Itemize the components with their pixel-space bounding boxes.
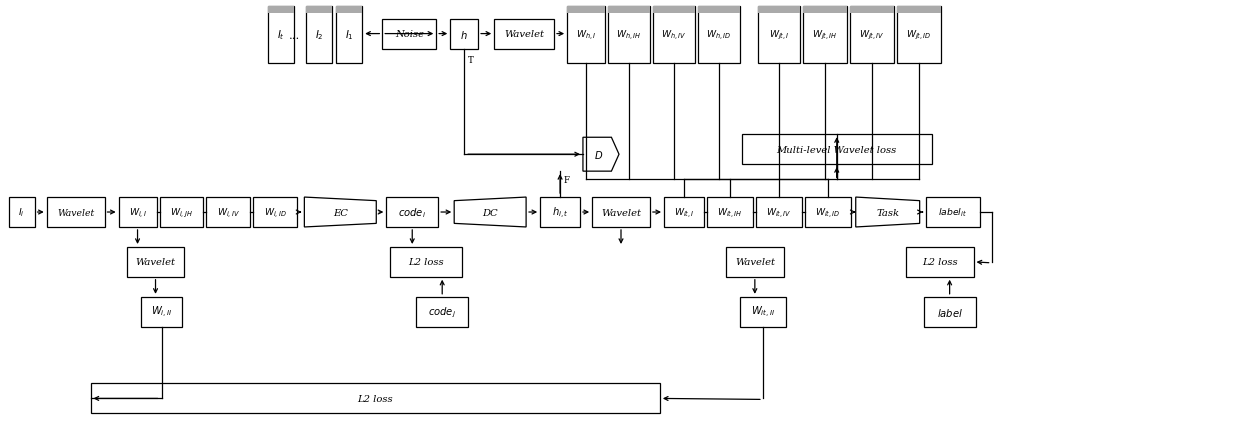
Bar	[905, 247, 973, 277]
Text: L2 loss: L2 loss	[921, 258, 957, 267]
Polygon shape	[304, 197, 376, 227]
Text: $label_{it}$: $label_{it}$	[939, 206, 967, 219]
Text: $W_{i,ID}$: $W_{i,ID}$	[264, 206, 286, 220]
Bar	[495, 20, 554, 49]
Bar	[707, 197, 753, 227]
Text: $W_{h,ID}$: $W_{h,ID}$	[707, 29, 732, 43]
Text: Wavelet: Wavelet	[601, 208, 641, 217]
Bar	[207, 197, 250, 227]
Text: F: F	[563, 176, 569, 185]
Bar	[591, 197, 650, 227]
Text: EC: EC	[332, 208, 347, 217]
Bar	[391, 247, 463, 277]
Text: $W_{it,IH}$: $W_{it,IH}$	[717, 206, 743, 220]
Bar	[849, 7, 894, 64]
Text: $W_{h,IV}$: $W_{h,IV}$	[661, 29, 687, 43]
Text: $W_{h,IH}$: $W_{h,IH}$	[616, 29, 641, 43]
Polygon shape	[583, 138, 619, 172]
Bar	[567, 7, 605, 64]
Text: ...: ...	[289, 30, 300, 40]
Text: Wavelet: Wavelet	[505, 30, 544, 39]
Text: Wavelet: Wavelet	[57, 208, 94, 217]
Text: $D$: $D$	[594, 149, 603, 161]
Text: $h_{i,t}$: $h_{i,t}$	[552, 205, 568, 220]
Text: $W_{it,IV}$: $W_{it,IV}$	[766, 206, 791, 220]
Bar	[91, 384, 660, 414]
Bar	[387, 197, 438, 227]
Text: DC: DC	[482, 208, 498, 217]
Bar	[126, 247, 185, 277]
Text: L2 loss: L2 loss	[408, 258, 444, 267]
Text: $W_{i,II}$: $W_{i,II}$	[151, 304, 172, 319]
Text: $h$: $h$	[460, 29, 467, 40]
Text: T: T	[469, 56, 474, 64]
Bar	[541, 197, 580, 227]
Bar	[336, 7, 362, 13]
Text: $I_t$: $I_t$	[278, 29, 285, 43]
Polygon shape	[856, 197, 920, 227]
Text: $label$: $label$	[936, 306, 962, 318]
Bar	[897, 7, 941, 64]
Bar	[47, 197, 104, 227]
Bar	[268, 7, 294, 64]
Bar	[253, 197, 298, 227]
Bar	[740, 297, 786, 327]
Text: $W_{it,II}$: $W_{it,II}$	[750, 304, 775, 319]
Bar	[608, 7, 650, 13]
Bar	[725, 247, 784, 277]
Text: Multi-level Wavelet loss: Multi-level Wavelet loss	[776, 145, 897, 155]
Bar	[698, 7, 740, 13]
Text: $I_2$: $I_2$	[315, 29, 324, 43]
Text: $I_i$: $I_i$	[19, 206, 25, 219]
Bar	[382, 20, 436, 49]
Bar	[924, 297, 976, 327]
Bar	[140, 297, 182, 327]
Bar	[805, 197, 851, 227]
Bar	[802, 7, 847, 64]
Bar	[802, 7, 847, 13]
Bar	[653, 7, 694, 64]
Text: Task: Task	[877, 208, 899, 217]
Text: $W_{it,I}$: $W_{it,I}$	[673, 206, 694, 220]
Bar	[160, 197, 203, 227]
Bar	[336, 7, 362, 64]
Text: $W_{jt,I}$: $W_{jt,I}$	[769, 29, 789, 42]
Bar	[9, 197, 35, 227]
Bar	[897, 7, 941, 13]
Text: $I_1$: $I_1$	[345, 29, 353, 43]
Bar	[417, 297, 469, 327]
Text: Wavelet: Wavelet	[135, 258, 176, 267]
Bar	[608, 7, 650, 64]
Text: Noise: Noise	[394, 30, 424, 39]
Text: $W_{h,I}$: $W_{h,I}$	[575, 29, 596, 43]
Bar	[925, 197, 980, 227]
Bar	[698, 7, 740, 64]
Text: $W_{i,JH}$: $W_{i,JH}$	[170, 206, 193, 219]
Bar	[306, 7, 332, 64]
Bar	[758, 7, 800, 64]
Text: Wavelet: Wavelet	[735, 258, 775, 267]
Text: $W_{it,ID}$: $W_{it,ID}$	[815, 206, 841, 220]
Bar	[653, 7, 694, 13]
Bar	[119, 197, 156, 227]
Text: $W_{jt,IH}$: $W_{jt,IH}$	[812, 29, 837, 42]
Text: L2 loss: L2 loss	[357, 394, 393, 403]
Text: $W_{i,IV}$: $W_{i,IV}$	[217, 206, 241, 220]
Bar	[306, 7, 332, 13]
Bar	[758, 7, 800, 13]
Text: $W_{jt,ID}$: $W_{jt,ID}$	[906, 29, 931, 42]
Text: $W_{i,I}$: $W_{i,I}$	[129, 206, 146, 220]
Bar	[742, 135, 931, 165]
Text: $code_j$: $code_j$	[428, 305, 456, 319]
Bar	[450, 20, 479, 49]
Text: $W_{jt,IV}$: $W_{jt,IV}$	[859, 29, 884, 42]
Bar	[663, 197, 704, 227]
Bar	[756, 197, 802, 227]
Text: $code_i$: $code_i$	[398, 206, 427, 220]
Bar	[268, 7, 294, 13]
Bar	[567, 7, 605, 13]
Polygon shape	[454, 197, 526, 227]
Bar	[849, 7, 894, 13]
